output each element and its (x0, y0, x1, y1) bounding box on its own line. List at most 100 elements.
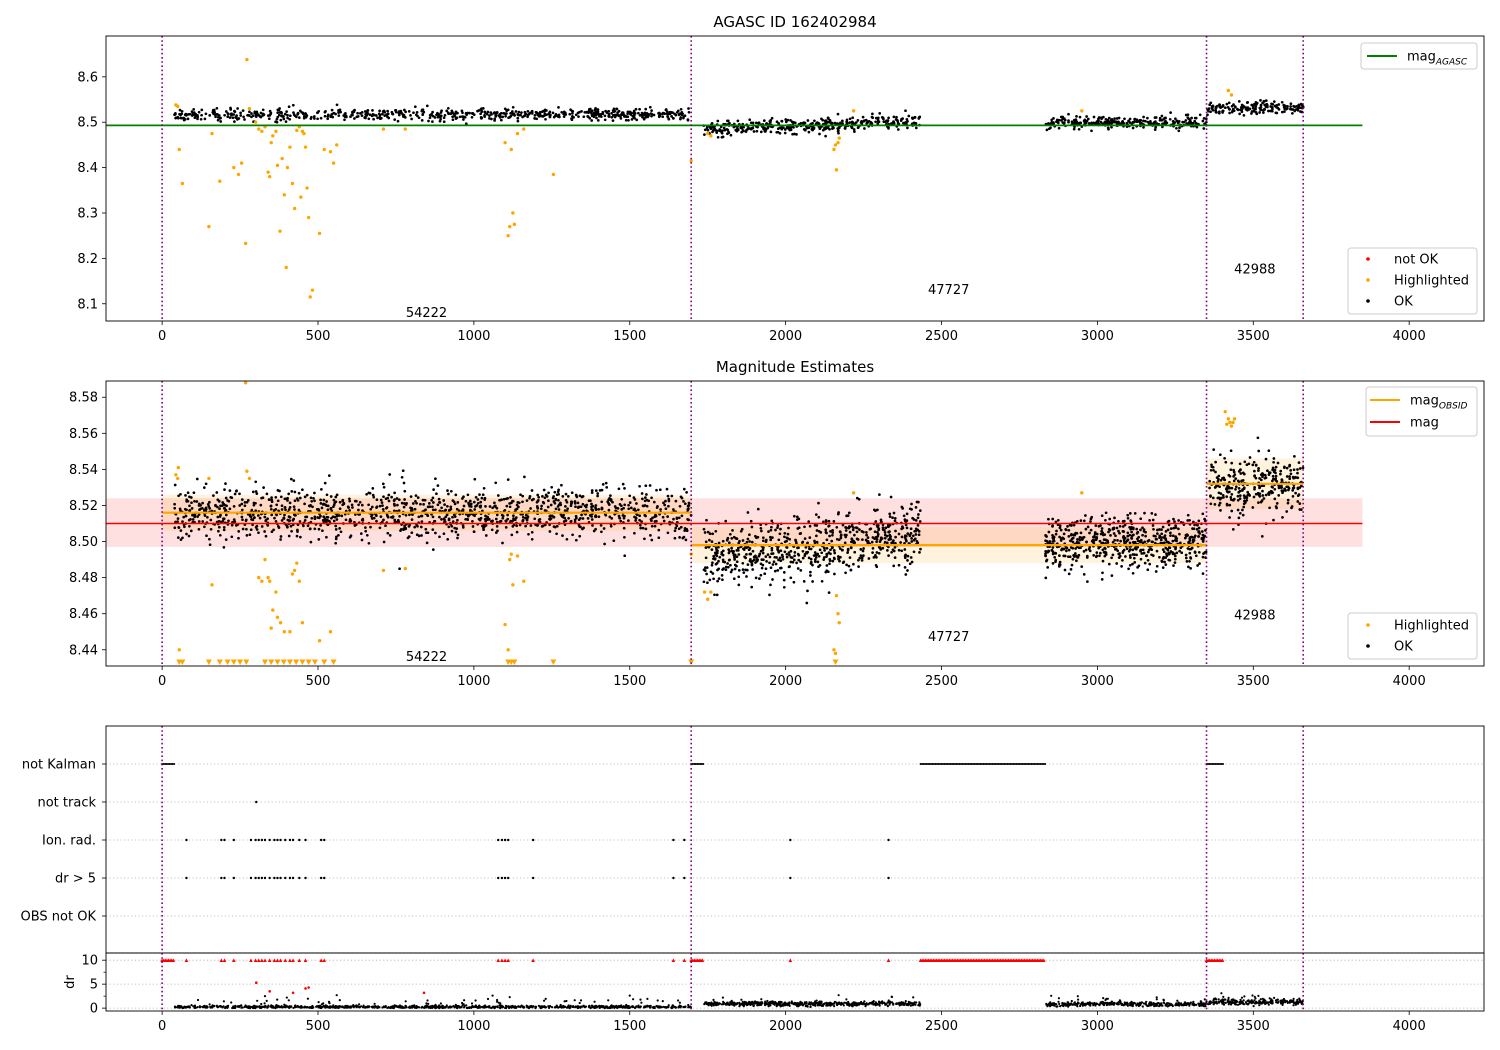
panel-agasc-ok-point (363, 110, 367, 113)
panel-flags-flag-point (288, 838, 292, 842)
panel-agasc-ok-point (1153, 116, 1157, 119)
panel-mag-estimates-ok-point (530, 489, 534, 492)
panel-mag-estimates-ok-point (1197, 530, 1201, 533)
panel-mag-estimates-ok-point (1201, 512, 1205, 516)
panel-mag-estimates-ok-point (894, 529, 897, 533)
panel-mag-estimates-ok-point (557, 488, 560, 492)
panel-mag-estimates-ok-point (910, 502, 913, 506)
panel-mag-estimates-ok-point (332, 498, 336, 502)
panel-mag-estimates-ok-point (334, 495, 338, 499)
panel-mag-estimates-ok-point (768, 593, 771, 597)
panel-mag-estimates-ok-point (643, 537, 646, 541)
panel-flags-flag-point (976, 763, 979, 765)
panel-mag-estimates-ok-point (708, 532, 712, 536)
panel-mag-estimates-ok-point (1070, 563, 1074, 567)
panel-agasc-ok-point (1282, 103, 1286, 107)
panel-mag-estimates-ok-point (792, 558, 796, 562)
panel-mag-estimates-ok-point (1188, 551, 1192, 555)
panel-agasc-ok-point (291, 103, 295, 107)
panel-mag-estimates-ok-point (680, 496, 684, 500)
panel-agasc-ok-point (889, 122, 893, 126)
panel-agasc-ok-point (803, 121, 807, 125)
panel-mag-estimates-ok-point (1232, 498, 1235, 502)
panel-mag-estimates-ok-point (202, 486, 206, 489)
panel-mag-estimates-ok-point (549, 503, 553, 507)
panel-agasc-ok-point (1206, 113, 1209, 117)
panel-agasc-ok-point (1209, 110, 1212, 114)
panel-agasc-ok-point (216, 113, 219, 116)
panel-mag-estimates-ok-point (382, 518, 385, 522)
panel-flags-flag-point (260, 838, 264, 842)
panel-mag-estimates-ok-point (1084, 548, 1088, 552)
panel-mag-estimates-ok-point (900, 527, 903, 531)
panel-mag-estimates-ok-point (515, 524, 519, 528)
panel-mag-estimates-ok-point (822, 520, 825, 524)
panel-agasc-ok-point (233, 120, 236, 123)
panel-mag-estimates-ok-point (847, 564, 851, 568)
panel-mag-estimates-ok-point (825, 555, 828, 558)
panel-mag-estimates-ok-point (1067, 535, 1071, 538)
panel-mag-estimates-ok-point (892, 511, 896, 515)
panel-mag-estimates-ok-point (1258, 486, 1261, 490)
panel-mag-estimates-ok-point (724, 519, 728, 523)
panel-agasc-ok-point (417, 116, 421, 120)
panel-mag-estimates-ok-point (1047, 517, 1050, 521)
panel-mag-estimates-ok-point (539, 507, 543, 511)
panel-mag-estimates-ok-point (182, 515, 186, 519)
panel-agasc-highlighted-point-18 (267, 174, 272, 179)
panel-mag-estimates-highlighted-point-30 (503, 622, 507, 627)
panel-mag-estimates-ok-point (590, 491, 594, 494)
panel-mag-estimates-ok-point (648, 484, 652, 487)
panel-agasc-highlighted-point-62 (834, 168, 839, 172)
panel-flags-flag-point (994, 763, 997, 765)
panel-agasc-ok-point (876, 116, 880, 120)
panel-agasc-ok-point (330, 108, 334, 112)
panel-mag-estimates-ok-point (1084, 527, 1088, 531)
panel-agasc-ok-point (836, 112, 840, 116)
panel-agasc-ok-point (637, 111, 640, 115)
panel-mag-estimates-ok-point (1296, 494, 1300, 498)
panel-mag-estimates-ok-point (1067, 548, 1071, 552)
panel-mag-estimates-ok-point (746, 511, 750, 514)
panel-mag-estimates-ok-point (393, 504, 396, 507)
panel-mag-estimates-ok-point (177, 494, 180, 498)
panel-agasc-ok-point (1169, 111, 1172, 114)
panel-mag-estimates-ok-point (1107, 562, 1111, 566)
panel-agasc-ok-point (1193, 119, 1197, 123)
panel-agasc-ok-point (1253, 107, 1257, 111)
panel-mag-estimates-ok-point (837, 511, 840, 514)
panel-flags-flag-point (1003, 763, 1006, 765)
panel-agasc-ok-point (630, 118, 634, 121)
panel-mag-estimates-ok-point (881, 526, 885, 529)
panel-mag-estimates-ok-point (825, 564, 829, 567)
panel-agasc-ok-point (1067, 112, 1070, 116)
panel-mag-estimates-ok-point (1219, 478, 1223, 482)
panel-mag-estimates-ok-point (1184, 556, 1188, 560)
panel-agasc-ok-point (349, 115, 352, 119)
panel-flags-flag-point (957, 763, 960, 765)
panel-mag-estimates-ok-point (245, 527, 248, 531)
panel-mag-estimates-ok-point (748, 540, 751, 543)
panel-mag-estimates-ok-point (393, 518, 397, 522)
panel-mag-estimates-ok-point (317, 527, 321, 531)
panel-mag-estimates-ok-point (274, 519, 278, 523)
panel-agasc-highlighted-point-47 (403, 127, 407, 131)
panel-mag-estimates-ok-point (1089, 520, 1092, 523)
panel-mag-estimates-ok-point (541, 495, 544, 498)
panel-mag-estimates-legend-points (1347, 612, 1478, 660)
panel-agasc-legend-1-label: Highlighted (1394, 274, 1469, 289)
panel-mag-estimates-ok-point (909, 527, 913, 531)
panel-agasc-highlighted-point-48 (503, 140, 507, 145)
panel-mag-estimates-ok-point (918, 520, 922, 523)
panel-mag-estimates-ok-point (1272, 457, 1276, 460)
panel-agasc-ok-point (483, 110, 487, 114)
panel-mag-estimates-ok-point (1201, 555, 1205, 559)
panel-agasc-ok-point (1270, 102, 1273, 106)
panel-flags-flag-point (1032, 763, 1035, 765)
panel-mag-estimates-ok-point (767, 530, 770, 533)
panel-agasc-ok-point (326, 117, 330, 121)
panel-mag-estimates-ok-point (793, 551, 797, 554)
panel-mag-estimates-ok-point (1298, 467, 1302, 470)
panel-mag-estimates-ok-point (1143, 511, 1146, 515)
panel-mag-estimates-ok-point (1228, 503, 1232, 507)
